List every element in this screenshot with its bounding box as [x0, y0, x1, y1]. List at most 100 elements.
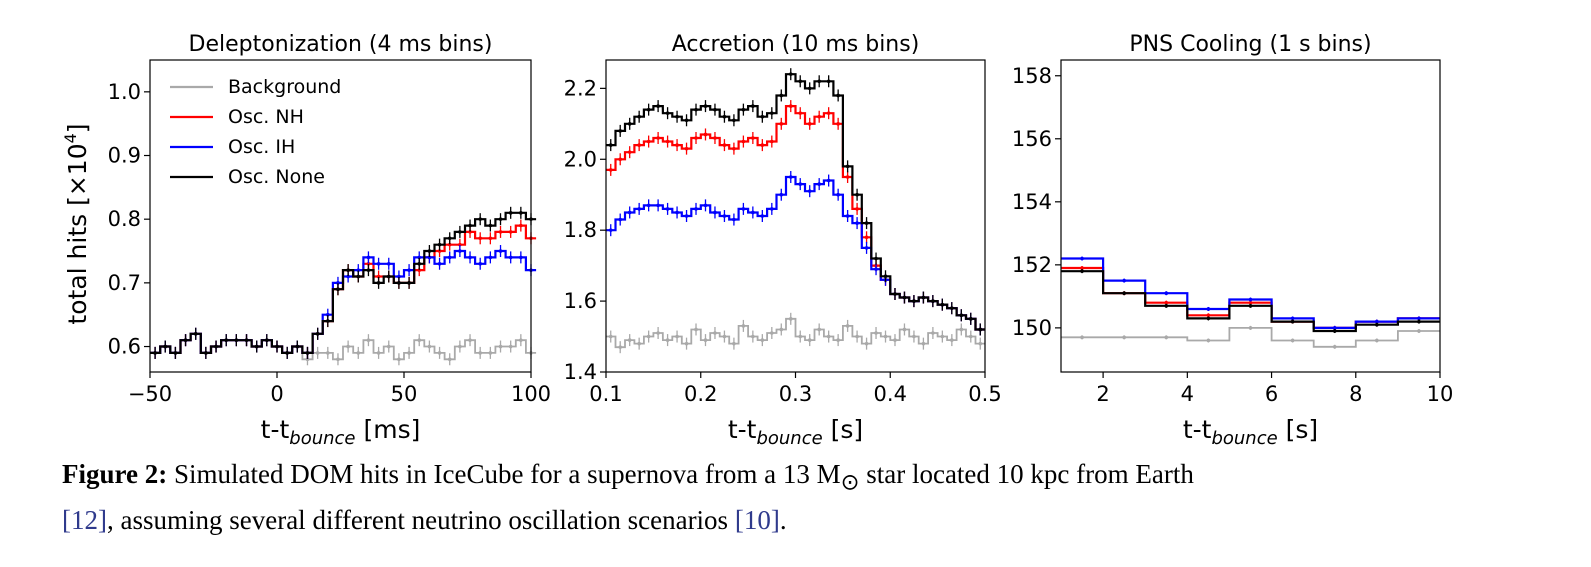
series-none-point — [519, 211, 523, 215]
series-none-point — [684, 118, 689, 123]
series-nh-point — [760, 143, 765, 147]
series-ih-point — [1290, 316, 1295, 321]
x-tick-label: 0 — [270, 382, 283, 406]
series-background-point — [1080, 335, 1084, 340]
caption-ref-12[interactable]: [12] — [62, 505, 107, 536]
series-nh-point — [627, 150, 632, 154]
series-ih-point — [356, 268, 361, 272]
series-ih-line — [150, 249, 537, 354]
series-none-point — [950, 306, 954, 310]
caption-sun-symbol: ⊙ — [840, 469, 860, 495]
series-none-point — [244, 338, 249, 342]
series-none-point — [376, 281, 381, 285]
series-background-point — [458, 344, 462, 349]
series-none-point — [675, 114, 679, 119]
series-ih-point — [770, 207, 774, 211]
series-none-point — [173, 351, 178, 355]
caption-text-4: . — [779, 505, 787, 536]
series-background-point — [637, 341, 641, 346]
series-none-point — [722, 114, 727, 119]
series-nh-point — [1206, 313, 1211, 318]
series-nh-point — [498, 230, 503, 234]
series-ih-point — [458, 249, 462, 253]
series-none-point — [741, 107, 746, 112]
series-nh-point — [508, 230, 513, 234]
series-background-point — [703, 338, 708, 342]
y-tick-label: 2.2 — [564, 76, 597, 100]
figure-caption: Figure 2: Simulated DOM hits in IceCube … — [62, 455, 1562, 539]
series-none-point — [336, 287, 340, 292]
caption-text-3: , assuming several different neutrino os… — [106, 505, 735, 536]
series-background-point — [788, 317, 793, 321]
series-background-point — [656, 331, 660, 335]
y-tick-label: 150 — [1012, 316, 1052, 340]
series-nh-point — [468, 230, 472, 234]
series-background-point — [874, 331, 878, 335]
series-none-point — [488, 223, 493, 228]
series-nh-point — [656, 136, 660, 140]
series-ih-point — [478, 261, 483, 266]
series-none-point — [427, 249, 432, 253]
series-ih-point — [1206, 307, 1211, 311]
series-ih-point — [788, 175, 793, 179]
series-nh-point — [519, 223, 523, 228]
series-ih-point — [608, 228, 613, 232]
series-none-point — [265, 338, 269, 342]
series-ih-point — [684, 214, 689, 218]
series-background-point — [798, 334, 803, 339]
series-none-point — [817, 79, 821, 84]
series-ih-point — [427, 255, 432, 260]
y-tick-label: 0.9 — [108, 144, 141, 168]
y-tick-label: 156 — [1012, 127, 1052, 151]
series-ih-point — [376, 261, 381, 266]
series-ih-point — [646, 203, 651, 208]
y-tick-label: 158 — [1012, 64, 1052, 88]
series-nh-point — [788, 104, 793, 108]
series-none-point — [751, 104, 755, 108]
series-ih-point — [1080, 256, 1084, 261]
series-background-point — [397, 357, 401, 362]
series-nh-point — [437, 249, 442, 253]
series-none-point — [1206, 316, 1211, 321]
series-none-point — [760, 114, 765, 119]
series-none-point — [1122, 291, 1126, 296]
series-none-point — [646, 107, 651, 112]
series-none-point — [703, 104, 708, 108]
series-none-point — [940, 302, 945, 307]
series-nh-point — [618, 157, 623, 162]
x-tick-label: 0.3 — [779, 382, 812, 406]
series-background-point — [760, 338, 765, 342]
series-nh-point — [417, 268, 422, 272]
x-tick-label: 2 — [1096, 382, 1109, 406]
series-nh-point — [807, 122, 812, 126]
series-none-point — [204, 351, 208, 355]
series-ih-point — [855, 221, 859, 225]
series-nh-point — [770, 139, 774, 144]
series-background-point — [1290, 338, 1295, 343]
series-ih-point — [519, 255, 523, 260]
series-none-point — [978, 327, 983, 332]
caption-label: Figure 2: — [62, 459, 168, 489]
y-tick-label: 1.4 — [564, 360, 597, 384]
series-background-point — [468, 338, 472, 342]
series-ih-point — [713, 210, 717, 215]
series-ih-point — [508, 255, 513, 260]
series-ih-point — [488, 255, 493, 260]
series-nh-point — [366, 261, 371, 266]
series-ih-point — [845, 214, 850, 218]
x-tick-label: 0.1 — [589, 382, 622, 406]
series-background-point — [1164, 335, 1169, 340]
series-none-point — [931, 299, 935, 303]
series-nh-line — [606, 105, 985, 331]
series-none-point — [498, 217, 503, 221]
series-none-point — [959, 313, 964, 318]
caption-ref-10[interactable]: [10] — [734, 505, 780, 536]
series-none-point — [732, 118, 736, 123]
x-tick-label: 100 — [511, 382, 551, 406]
series-nh-point — [732, 146, 736, 151]
series-background-point — [741, 324, 746, 328]
chart-title: Accretion (10 ms bins) — [672, 32, 920, 57]
series-background-point — [684, 341, 689, 346]
series-none-point — [845, 164, 850, 169]
series-nh-point — [703, 132, 708, 137]
